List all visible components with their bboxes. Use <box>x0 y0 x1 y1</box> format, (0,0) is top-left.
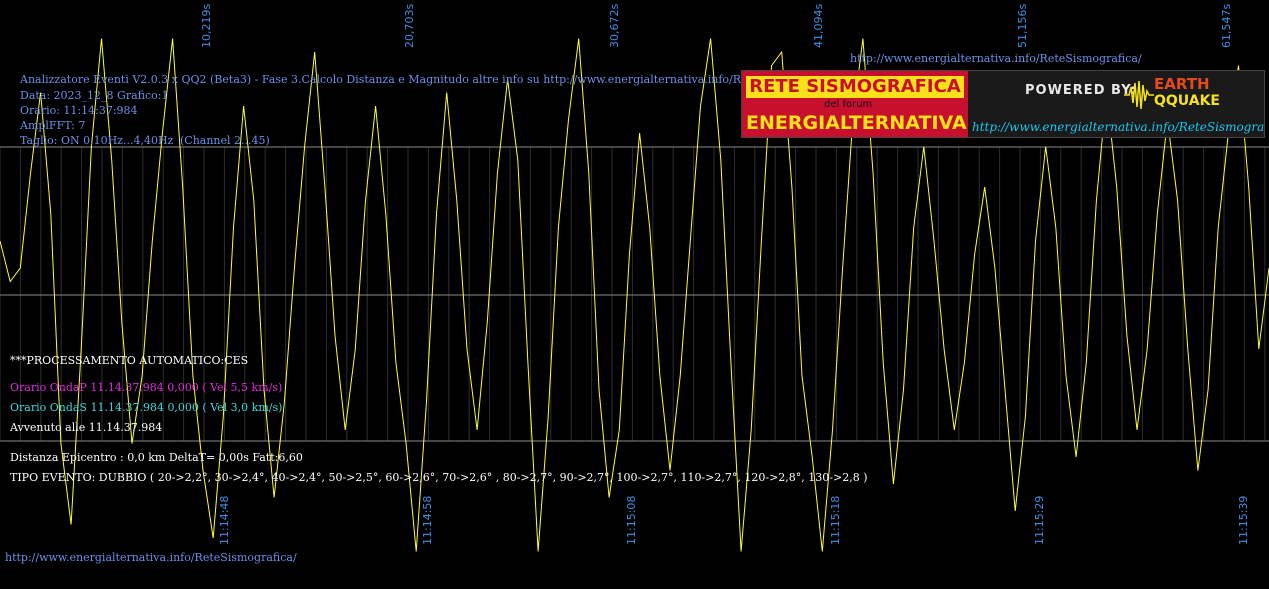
logo-brand-quake: QQUAKE <box>1154 93 1220 109</box>
top-tick-label: 41,094s <box>812 3 825 48</box>
top-tick-label: 61,547s <box>1220 3 1233 48</box>
event-type: TIPO EVENTO: DUBBIO ( 20->2,2°, 30->2,4°… <box>10 471 868 484</box>
logo-title-1: RETE SISMOGRAFICA <box>746 76 964 98</box>
header-title: Analizzatore Eventi V2.0.3 x QQ2 (Beta3)… <box>20 73 786 86</box>
top-tick-label: 51,156s <box>1016 3 1029 48</box>
top-tick-label: 10,219s <box>200 3 213 48</box>
bottom-tick-label: 11:14:58 <box>421 495 434 545</box>
header-amplfft: AmplFFT: 7 <box>20 119 86 132</box>
processing-title: ***PROCESSAMENTO AUTOMATICO:CES <box>10 354 249 367</box>
logo-url[interactable]: http://www.energialternativa.info/ReteSi… <box>972 120 1265 134</box>
bottom-tick-label: 11:15:39 <box>1237 495 1250 545</box>
header-date: Data: 2023_12_8 Grafico:1 <box>20 89 169 102</box>
bottom-tick-label: 11:15:08 <box>625 495 638 545</box>
bottom-tick-label: 11:15:29 <box>1033 495 1046 545</box>
occurred-time: Avvenuto alle 11.14.37.984 <box>10 421 163 434</box>
top-tick-label: 30,672s <box>608 3 621 48</box>
seismic-trace-line <box>0 38 1269 552</box>
wave-s-time: Orario OndaS 11.14.37.984 0,000 ( Vel 3,… <box>10 401 283 414</box>
wave-p-time: Orario OndaP 11.14.37.984 0,000 ( Vel 5,… <box>10 381 283 394</box>
bottom-tick-label: 11:14:48 <box>218 495 231 545</box>
header-filter: Taglio: ON 0,10Hz...4,40Hz <box>20 134 174 147</box>
header-channel: (Channel 2...45) <box>180 134 270 147</box>
epicenter-distance: Distanza Epicentro : 0,0 km DeltaT= 0,00… <box>10 451 303 464</box>
logo-brand-earth: EARTH <box>1154 75 1210 93</box>
bottom-tick-label: 11:15:18 <box>829 495 842 545</box>
top-url[interactable]: http://www.energialternativa.info/ReteSi… <box>850 52 1142 65</box>
rete-sismografica-logo[interactable]: RETE SISMOGRAFICA del forum ENERGIALTERN… <box>741 70 1265 138</box>
logo-title-2: ENERGIALTERNATIVA <box>746 112 967 134</box>
seismograph-wave-icon <box>1124 80 1154 110</box>
bottom-url[interactable]: http://www.energialternativa.info/ReteSi… <box>5 551 297 564</box>
top-tick-label: 20,703s <box>403 3 416 48</box>
logo-subtitle: del forum <box>824 99 873 110</box>
header-time: Orario: 11:14:37:984 <box>20 104 138 117</box>
powered-by-label: POWERED BY: <box>1025 83 1137 98</box>
